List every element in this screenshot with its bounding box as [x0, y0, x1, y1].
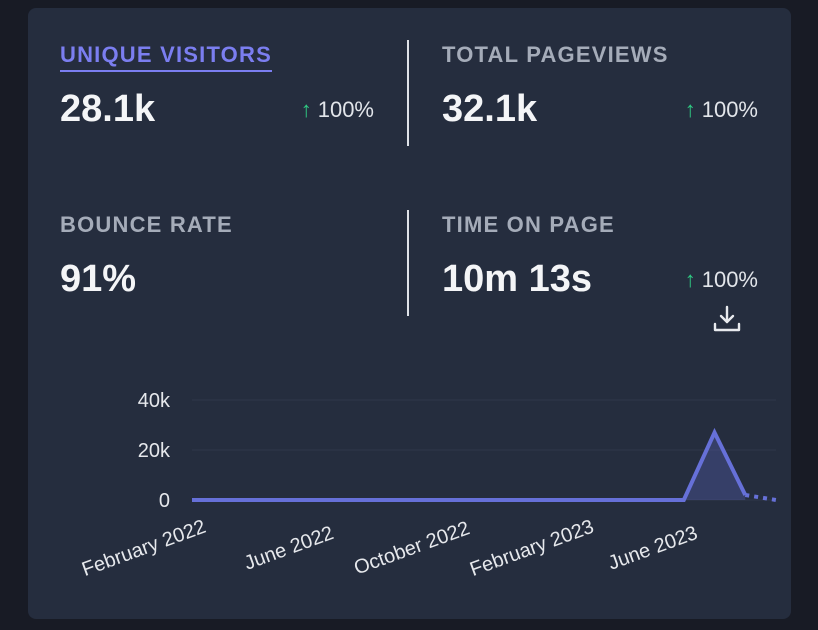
y-tick-label: 0 [159, 490, 170, 512]
data-point[interactable] [373, 497, 379, 503]
arrow-up-icon: ↑ [684, 97, 696, 122]
data-point[interactable] [435, 497, 441, 503]
metric-label-total-pageviews[interactable]: TOTAL PAGEVIEWS [442, 42, 669, 67]
data-point[interactable] [466, 497, 472, 503]
y-tick-label: 40k [138, 390, 171, 412]
metric-change-unique-visitors: ↑ 100% [301, 97, 374, 123]
series-line [192, 427, 748, 502]
metric-divider [407, 210, 409, 316]
arrow-up-icon: ↑ [300, 97, 312, 122]
data-point[interactable] [250, 497, 256, 503]
data-point[interactable] [527, 497, 533, 503]
x-tick-label: February 2023 [467, 516, 597, 581]
data-point[interactable] [404, 497, 410, 503]
metric-change-value: 100% [317, 97, 374, 122]
download-icon[interactable] [712, 304, 742, 334]
series-area [192, 432, 746, 500]
data-point[interactable] [773, 497, 779, 503]
metric-time-on-page[interactable]: TIME ON PAGE 10m 13s ↑ 100% [442, 178, 758, 300]
series-line-incomplete [744, 493, 777, 502]
metric-change-time-on-page: ↑ 100% [685, 267, 758, 293]
data-point[interactable] [712, 430, 718, 436]
metric-total-pageviews[interactable]: TOTAL PAGEVIEWS 32.1k ↑ 100% [442, 8, 758, 130]
data-point[interactable] [220, 497, 226, 503]
data-point[interactable] [281, 497, 287, 503]
x-tick-label: June 2022 [241, 522, 336, 575]
data-point[interactable] [742, 492, 748, 498]
metric-value-total-pageviews: 32.1k [442, 88, 538, 130]
data-point[interactable] [619, 497, 625, 503]
metric-change-value: 100% [701, 97, 758, 122]
data-point[interactable] [343, 497, 349, 503]
metric-label-bounce-rate[interactable]: BOUNCE RATE [60, 212, 233, 237]
metric-bounce-rate[interactable]: BOUNCE RATE 91% [60, 178, 374, 300]
data-point[interactable] [312, 497, 318, 503]
data-point[interactable] [650, 497, 656, 503]
metric-divider [407, 40, 409, 146]
data-point[interactable] [189, 497, 195, 503]
metric-label-time-on-page[interactable]: TIME ON PAGE [442, 212, 615, 237]
metric-value-unique-visitors: 28.1k [60, 88, 156, 130]
metric-change-total-pageviews: ↑ 100% [685, 97, 758, 123]
data-point[interactable] [589, 497, 595, 503]
x-tick-label: October 2022 [351, 517, 472, 579]
x-tick-label: February 2022 [79, 516, 209, 581]
metric-value-time-on-page: 10m 13s [442, 258, 593, 300]
visitors-chart: 40k 20k 0 February 2022 June 2022 October 202… [79, 390, 779, 581]
stats-card: UNIQUE VISITORS 28.1k ↑ 100% TOTAL PAGEVI… [28, 8, 791, 619]
data-point[interactable] [496, 497, 502, 503]
y-tick-label: 20k [138, 440, 171, 462]
metric-change-value: 100% [701, 267, 758, 292]
data-point[interactable] [558, 497, 564, 503]
x-tick-label: June 2023 [605, 522, 700, 575]
metric-label-unique-visitors[interactable]: UNIQUE VISITORS [60, 42, 272, 72]
metric-value-bounce-rate: 91% [60, 258, 137, 300]
data-point[interactable] [681, 497, 687, 503]
metric-unique-visitors[interactable]: UNIQUE VISITORS 28.1k ↑ 100% [60, 8, 374, 130]
arrow-up-icon: ↑ [684, 267, 696, 292]
